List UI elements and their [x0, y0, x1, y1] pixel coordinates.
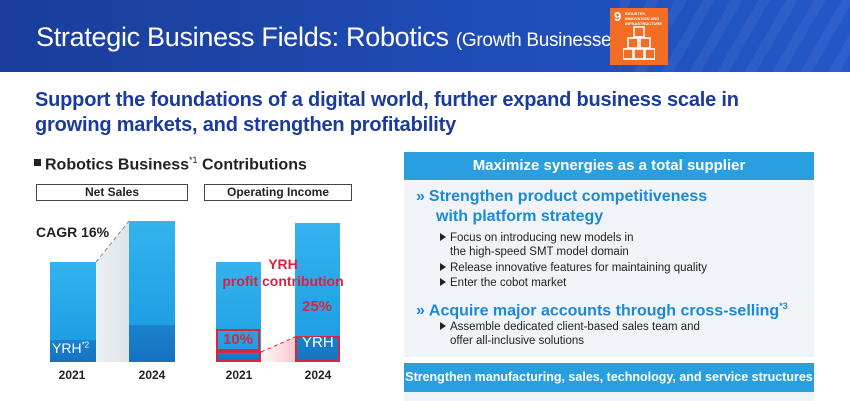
contrib-line2: profit contribution	[222, 273, 344, 289]
item1-line2: the high-speed SMT model domain	[450, 246, 629, 258]
sdg-text: INDUSTRY, INNOVATION AND INFRASTRUCTURE	[625, 11, 662, 26]
year-label-2024-right: 2024	[304, 368, 332, 382]
list-item: Focus on introducing new models in the h…	[440, 231, 633, 259]
point1-line2: with platform strategy	[436, 208, 604, 225]
yrh-label-right: YRH	[302, 334, 334, 351]
year-label-2024-left: 2024	[138, 368, 166, 382]
page-title: Strategic Business Fields: Robotics (Gro…	[36, 22, 627, 53]
item4-line2: offer all-inclusive solutions	[450, 335, 585, 347]
square-bullet-icon	[34, 159, 41, 167]
section-title: Robotics Business*1 Contributions	[34, 155, 307, 174]
panel-bottom-strip	[404, 392, 814, 401]
triangle-bullet-icon	[440, 322, 446, 330]
yrh-profit-contribution: YRH profit contribution	[212, 256, 354, 290]
item1-line1: Focus on introducing new models in	[450, 232, 634, 244]
growth-band	[96, 221, 129, 362]
section-footnote: *1	[189, 155, 198, 165]
list-item: Release innovative features for maintain…	[440, 261, 707, 275]
item4-line1: Assemble dedicated client-based sales te…	[450, 321, 700, 333]
triangle-bullet-icon	[440, 278, 446, 286]
point1-line1: Strengthen product competitiveness	[428, 188, 708, 205]
bar-other-2021	[50, 262, 96, 340]
lead-statement: Support the foundations of a digital wor…	[35, 89, 739, 136]
year-label-2021-left: 2021	[58, 368, 86, 382]
net-sales-label: Net Sales	[36, 184, 188, 201]
yrh-footnote: *2	[81, 340, 90, 350]
title-main: Strategic Business Fields: Robotics	[36, 22, 449, 52]
point2-footnote: *3	[779, 301, 788, 311]
bar-other-2024	[129, 221, 175, 325]
year-label-2021-right: 2021	[225, 368, 253, 382]
page-header: Strategic Business Fields: Robotics (Gro…	[0, 0, 850, 72]
structures-banner: Strengthen manufacturing, sales, technol…	[404, 363, 814, 392]
section-title-text: Robotics Business	[45, 156, 190, 174]
synergy-panel	[404, 152, 814, 357]
double-chevron-icon: »	[416, 188, 425, 205]
item3-text: Enter the cobot market	[450, 277, 567, 289]
contribution-dashed-line	[260, 336, 296, 353]
list-item: Enter the cobot market	[440, 276, 566, 290]
bar-yrh-2021	[216, 352, 261, 362]
point2-text: Acquire major accounts through cross-sel…	[428, 302, 780, 320]
double-chevron-icon: »	[416, 302, 425, 320]
cagr-label: CAGR 16%	[36, 224, 110, 240]
triangle-bullet-icon	[440, 263, 446, 271]
operating-income-label: Operating Income	[204, 184, 352, 201]
title-subtitle: (Growth Businesses)	[455, 30, 627, 51]
triangle-bullet-icon	[440, 233, 446, 241]
point-platform-strategy: » Strengthen product competitiveness with…	[416, 187, 707, 227]
list-item: Assemble dedicated client-based sales te…	[440, 320, 700, 348]
section-title-end: Contributions	[202, 156, 307, 174]
contrib-line1: YRH	[268, 256, 298, 272]
yrh-text: YRH	[52, 340, 82, 356]
yrh-label-left: YRH*2	[52, 340, 89, 356]
cubes-icon	[623, 26, 655, 60]
contribution-band	[261, 337, 295, 362]
pct-2024: 25%	[301, 298, 333, 315]
sdg-badge: 9 INDUSTRY, INNOVATION AND INFRASTRUCTUR…	[610, 8, 668, 65]
item2-text: Release innovative features for maintain…	[450, 262, 707, 274]
bar-yrh-2024	[129, 325, 175, 362]
yrh-outline-2021	[216, 351, 261, 362]
sdg-number: 9	[614, 9, 622, 24]
pct-2021: 10%	[216, 329, 260, 351]
panel-heading: Maximize synergies as a total supplier	[404, 152, 814, 180]
point-cross-selling: » Acquire major accounts through cross-se…	[416, 296, 788, 321]
